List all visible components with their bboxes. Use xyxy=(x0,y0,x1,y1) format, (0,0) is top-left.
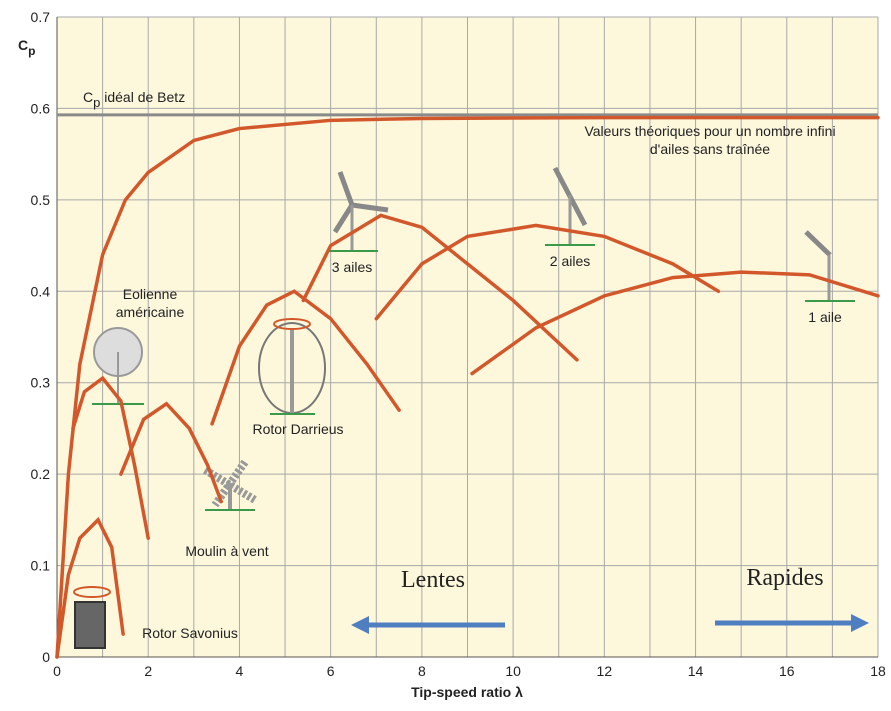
betz-label-main: C xyxy=(83,89,93,105)
y-axis-label-main: C xyxy=(18,37,28,53)
blade xyxy=(332,203,355,234)
curve-label: 2 ailes xyxy=(550,253,590,269)
x-tick-label: 18 xyxy=(870,663,886,679)
x-tick-label: 12 xyxy=(597,663,613,679)
y-axis-label: Cp xyxy=(18,37,35,58)
x-tick-label: 0 xyxy=(53,663,61,679)
grid xyxy=(56,16,879,658)
curve xyxy=(470,270,880,376)
blade xyxy=(337,171,355,206)
x-tick-label: 10 xyxy=(505,663,521,679)
curve-label: américaine xyxy=(116,304,185,320)
x-tick-label: 6 xyxy=(327,663,335,679)
y-tick-label: 0.5 xyxy=(31,192,51,208)
annotation: Rapides xyxy=(746,565,823,591)
curve xyxy=(210,289,401,426)
curve-label: 3 ailes xyxy=(332,259,372,275)
curve xyxy=(374,223,721,321)
labels: Valeurs théoriques pour un nombre infini… xyxy=(116,123,842,641)
curve-label: Eolienne xyxy=(123,286,178,302)
y-tick-label: 0.7 xyxy=(31,9,51,25)
annotation: Lentes xyxy=(401,567,465,593)
x-tick-label: 8 xyxy=(418,663,426,679)
arrow-head xyxy=(351,616,369,634)
curve-label: Valeurs théoriques pour un nombre infini xyxy=(584,123,835,139)
curve-label: Rotor Darrieus xyxy=(252,421,343,437)
curve xyxy=(119,401,223,504)
savonius-icon xyxy=(74,601,106,649)
rotation-icon xyxy=(73,586,111,598)
arrow-head xyxy=(851,614,869,632)
icons xyxy=(73,166,855,649)
blade xyxy=(351,202,389,213)
curve-label: d'ailes sans traînée xyxy=(650,141,770,157)
y-tick-label: 0.1 xyxy=(31,558,51,574)
curve xyxy=(55,516,125,659)
y-tick-label: 0.2 xyxy=(31,466,51,482)
betz-label-sub: p xyxy=(93,95,100,110)
curve xyxy=(71,375,150,540)
x-axis-label: Tip-speed ratio λ xyxy=(411,684,523,700)
curve-label: Moulin à vent xyxy=(185,543,268,559)
lines xyxy=(55,113,880,659)
x-tick-label: 14 xyxy=(688,663,704,679)
arrows xyxy=(351,614,869,634)
windmill-blade xyxy=(211,459,249,508)
curve-label: 1 aile xyxy=(808,309,842,325)
y-tick-label: 0.4 xyxy=(31,283,51,299)
curve-label: Rotor Savonius xyxy=(142,625,238,641)
curve xyxy=(55,115,880,659)
betz-label: Cp idéal de Betz xyxy=(83,89,185,110)
blade xyxy=(804,230,832,257)
x-tick-label: 16 xyxy=(779,663,795,679)
curve xyxy=(301,213,579,362)
y-axis-label-sub: p xyxy=(28,44,35,58)
betz-label-rest: idéal de Betz xyxy=(100,89,185,105)
y-tick-label: 0 xyxy=(42,649,50,665)
y-tick-label: 0.3 xyxy=(31,375,51,391)
y-tick-label: 0.6 xyxy=(31,100,51,116)
rotation-icon xyxy=(273,318,311,330)
x-tick-label: 4 xyxy=(236,663,244,679)
x-tick-label: 2 xyxy=(144,663,152,679)
